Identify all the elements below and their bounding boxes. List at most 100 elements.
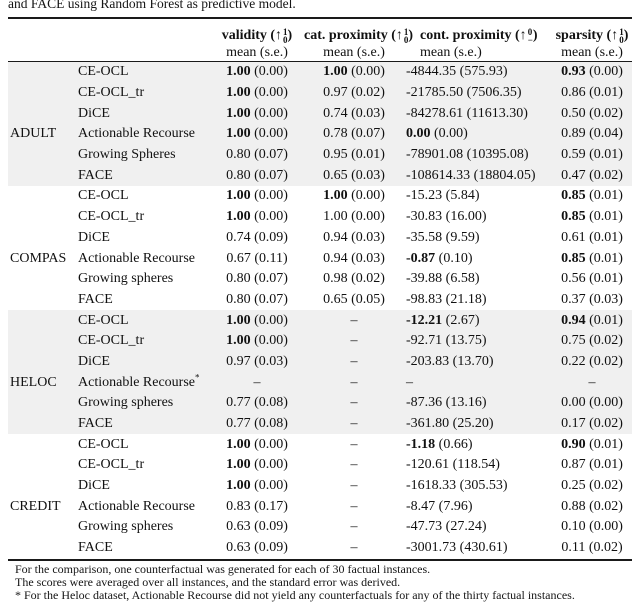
value-cell: –: [350, 436, 358, 452]
table-row: FACE 0.80 (0.07) 0.65 (0.03) -108614.33 (18…: [8, 165, 632, 187]
value-cell: 1.00 (0.00): [226, 478, 288, 494]
value-cell: –: [350, 395, 358, 411]
value-cell: 0.98 (0.02): [323, 271, 385, 287]
footnote-1: For the comparison, one counterfactual w…: [15, 562, 431, 576]
value-cell: 1.00 (0.00): [226, 64, 288, 80]
value-cell: 1.00 (0.00): [226, 209, 288, 225]
value-cell: 0.47 (0.02): [561, 167, 623, 183]
method-cell: Actionable Recourse: [78, 250, 196, 266]
method-cell: Actionable Recourse: [78, 126, 196, 142]
value-cell: -0.87 (0.10): [406, 250, 473, 266]
table-row: CE-OCL_tr 1.00 (0.00) 0.97 (0.02) -21785.50…: [8, 82, 632, 104]
column-header-sparsity: sparsity (↑ 1 0): [555, 27, 629, 45]
header-spacer: [8, 18, 210, 44]
value-cell: –: [406, 374, 413, 390]
table-row: DiCE 1.00 (0.00) – -1618.33 (305.53) 0.25 (0…: [8, 476, 632, 497]
value-cell: 1.00 (0.00): [226, 126, 288, 142]
table-row: Growing spheres 0.63 (0.09) – -47.73 (27.24…: [8, 517, 632, 538]
value-cell: –: [350, 312, 358, 328]
asterisk-marker: *: [195, 372, 200, 382]
value-cell: 0.80 (0.07): [226, 291, 288, 307]
value-cell: 1.00 (0.00): [226, 333, 288, 349]
dataset-cell: [8, 103, 74, 124]
table-row: CE-OCL 1.00 (0.00) – -1.18 (0.66) 0.90 (0.01…: [8, 434, 632, 455]
results-table: validity (↑ 1 0) cat. proximity (↑ 1 0) cont. …: [8, 17, 632, 561]
table-row: FACE 0.77 (0.08) – -361.80 (25.20) 0.17 (0.0…: [8, 413, 632, 435]
dataset-cell: [8, 393, 74, 414]
method-cell: FACE: [78, 291, 113, 307]
table-row: COMPAS Actionable Recourse 0.67 (0.11) 0.94…: [8, 248, 632, 269]
value-cell: 0.10 (0.00): [561, 519, 623, 535]
value-cell: 0.86 (0.01): [561, 85, 623, 101]
value-cell: 0.63 (0.09): [226, 519, 288, 535]
table-row: FACE 0.80 (0.07) 0.65 (0.05) -98.83 (21.18)…: [8, 290, 632, 311]
dataset-cell: [8, 434, 74, 455]
method-cell: CE-OCL_tr: [78, 333, 145, 349]
value-cell: 0.67 (0.11): [226, 250, 288, 266]
value-cell: -108614.33 (18804.05): [406, 167, 536, 183]
value-cell: -39.88 (6.58): [406, 271, 480, 287]
table-row: ADULT Actionable Recourse 1.00 (0.00) 0.78 …: [8, 124, 632, 145]
method-cell: Actionable Recourse*: [78, 372, 200, 390]
table-row: CREDIT Actionable Recourse 0.83 (0.17) – -8.…: [8, 496, 632, 517]
dataset-cell: [8, 310, 74, 331]
column-subheader: mean (s.e.): [552, 44, 632, 62]
column-header-cont-proximity: cont. proximity (↑ 0−): [420, 27, 538, 45]
table-row: CE-OCL_tr 1.00 (0.00) 1.00 (0.00) -30.83 (1…: [8, 207, 632, 228]
table-row: CE-OCL_tr 1.00 (0.00) – -120.61 (118.54) 0.8…: [8, 455, 632, 476]
dataset-cell: [8, 476, 74, 497]
value-cell: 0.56 (0.01): [561, 271, 623, 287]
method-cell: CE-OCL_tr: [78, 209, 145, 225]
value-cell: -87.36 (13.16): [406, 395, 487, 411]
value-cell: –: [350, 374, 358, 390]
method-cell: DiCE: [78, 229, 110, 245]
method-cell: Growing spheres: [78, 395, 174, 411]
dataset-cell: CREDIT: [10, 498, 61, 514]
dataset-cell: [8, 455, 74, 476]
method-cell: FACE: [78, 167, 113, 183]
table-header: validity (↑ 1 0) cat. proximity (↑ 1 0) cont. …: [8, 18, 632, 62]
table-row: DiCE 1.00 (0.00) 0.74 (0.03) -84278.61 (116…: [8, 103, 632, 125]
value-cell: 0.90 (0.01): [561, 436, 623, 452]
header-row-mean-se: mean (s.e.) mean (s.e.) mean (s.e.) mean (s…: [8, 44, 632, 62]
value-cell: 0.83 (0.17): [226, 498, 288, 514]
value-cell: 1.00 (0.00): [226, 436, 288, 452]
value-cell: 0.25 (0.02): [561, 478, 623, 494]
value-cell: 0.74 (0.09): [226, 229, 288, 245]
table-row: CE-OCL 1.00 (0.00) 1.00 (0.00) -4844.35 (57…: [8, 61, 632, 83]
value-cell: 0.59 (0.01): [561, 147, 623, 163]
header-spacer: [8, 44, 210, 62]
value-cell: -1.18 (0.66): [406, 436, 473, 452]
dataset-cell: [8, 352, 74, 373]
value-cell: 1.00 (0.00): [226, 85, 288, 101]
value-cell: 0.97 (0.03): [226, 353, 288, 369]
table-footnotes: For the comparison, one counterfactual w…: [15, 563, 635, 602]
value-cell: -47.73 (27.24): [406, 519, 487, 535]
value-cell: 0.63 (0.09): [210, 537, 304, 561]
value-cell: –: [350, 478, 358, 494]
table-row: FACE 0.63 (0.09) – -3001.73 (430.61) 0.11 (0…: [8, 537, 632, 561]
method-cell: DiCE: [78, 353, 110, 369]
value-cell: –: [350, 416, 358, 432]
dataset-cell: [8, 269, 74, 290]
value-cell: -98.83 (21.18): [406, 291, 487, 307]
table-body: CE-OCL 1.00 (0.00) 1.00 (0.00) -4844.35 (57…: [8, 61, 632, 561]
value-cell: 0.85 (0.01): [561, 188, 623, 204]
value-cell: 0.75 (0.02): [561, 333, 623, 349]
arrow-supsub: 0−: [527, 27, 533, 45]
value-cell: -78901.08 (10395.08): [406, 147, 529, 163]
value-cell: 0.97 (0.02): [323, 85, 385, 101]
method-cell: Growing spheres: [78, 271, 174, 287]
value-cell: 0.61 (0.01): [561, 229, 623, 245]
value-cell: -361.80 (25.20): [406, 416, 494, 432]
column-subheader: mean (s.e.): [210, 44, 304, 62]
value-cell: -35.58 (9.59): [406, 229, 480, 245]
value-cell: 1.00 (0.00): [323, 64, 385, 80]
value-cell: 0.80 (0.07): [226, 147, 288, 163]
table-row: Growing Spheres 0.80 (0.07) 0.95 (0.01) -78…: [8, 144, 632, 166]
method-cell: DiCE: [78, 105, 110, 121]
dataset-cell: ADULT: [10, 126, 57, 142]
value-cell: 0.94 (0.03): [323, 229, 385, 245]
